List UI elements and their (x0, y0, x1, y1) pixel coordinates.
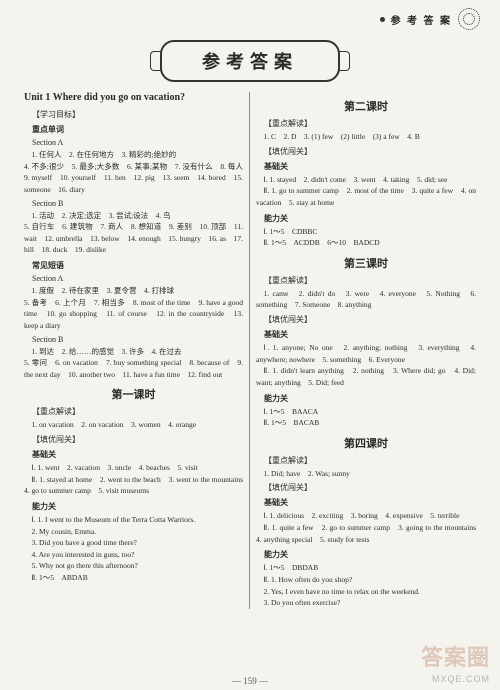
unit-title: Unit 1 Where did you go on vacation? (24, 92, 243, 103)
best-pass: 【填优闯关】 (256, 314, 476, 325)
text-line: 1. 活动 2. 决定;选定 3. 尝试;设法 4. 鸟 (24, 210, 243, 222)
lesson-title: 第二课时 (256, 98, 476, 114)
key-read: 【重点解读】 (256, 275, 476, 286)
watermark-sub: MXQE.COM (432, 674, 490, 684)
right-column: 第二课时 【重点解读】 1. C 2. D 3. (1) few (2) lit… (250, 92, 482, 609)
key-words-label: 重点单词 (24, 124, 243, 135)
section-a-label: Section A (24, 138, 243, 147)
text-line: Ⅰ. 1～5 BAACA (256, 406, 476, 418)
ornament-icon (458, 8, 480, 30)
text-line: Ⅰ. 1. went 2. vacation 3. uncle 4. beach… (24, 462, 243, 474)
text-line: 1. came 2. didn't do 3. were 4. everyone… (256, 288, 476, 311)
text-line: 1. 度假 2. 待在家里 3. 夏令营 4. 打排球 (24, 285, 243, 297)
text-line: 4. Are you interested in guns, too? (24, 549, 243, 561)
header-label: 参 考 答 案 (391, 12, 453, 27)
content-columns: Unit 1 Where did you go on vacation? 【学习… (0, 92, 500, 609)
key-read: 【重点解读】 (256, 118, 476, 129)
watermark: 答案圈 (421, 640, 490, 672)
text-line: 5. 自行车 6. 建筑物 7. 商人 8. 想知道 9. 差别 10. 顶部 … (24, 221, 243, 256)
bullet-icon (380, 17, 385, 22)
base-label: 基础关 (24, 449, 243, 460)
text-line: Ⅰ. 1. I went to the Museum of the Terra … (24, 514, 243, 526)
section-b-label: Section B (24, 199, 243, 208)
text-line: 1. Did; have 2. Was; sunny (256, 468, 476, 480)
text-line: Ⅱ. 1. quite a few 2. go to summer camp 3… (256, 522, 476, 545)
text-line: Ⅱ. 1. didn't learn anything 2. nothing 3… (256, 365, 476, 388)
text-line: 4. 不多;很少 5. 最多;大多数 6. 某事;某物 7. 没有什么 8. 每… (24, 161, 243, 196)
lesson-title: 第四课时 (256, 435, 476, 451)
base-label: 基础关 (256, 161, 476, 172)
key-read: 【重点解读】 (256, 455, 476, 466)
text-line: Ⅰ. 1. stayed 2. didn't come 3. went 4. t… (256, 174, 476, 186)
header-row: 参 考 答 案 (0, 0, 500, 34)
study-goal: 【学习目标】 (24, 109, 243, 120)
title-banner: 参考答案 (160, 40, 340, 82)
base-label: 基础关 (256, 497, 476, 508)
text-line: Ⅱ. 1. go to summer camp 2. most of the t… (256, 185, 476, 208)
text-line: 3. Did you have a good time there? (24, 537, 243, 549)
best-pass: 【填优闯关】 (24, 434, 243, 445)
text-line: Ⅱ. 1～5 ACDDB 6～10 BADCD (256, 237, 476, 249)
text-line: 2. My cousin, Emma. (24, 526, 243, 538)
lesson-title: 第三课时 (256, 255, 476, 271)
phrases-label: 常见短语 (24, 260, 243, 271)
text-line: Ⅱ. 1. How often do you shop? (256, 574, 476, 586)
best-pass: 【填优闯关】 (256, 146, 476, 157)
text-line: 1. on vacation 2. on vacation 3. women 4… (24, 419, 243, 431)
base-label: 基础关 (256, 329, 476, 340)
text-line: Ⅰ. 1. delicious 2. exciting 3. boring 4.… (256, 510, 476, 522)
text-line: Ⅰ. 1～5 DBDAB (256, 562, 476, 574)
page-number: — 159 — (0, 676, 500, 686)
text-line: 5. Why not go there this afternoon? (24, 560, 243, 572)
section-a-label: Section A (24, 274, 243, 283)
lesson-title: 第一课时 (24, 386, 243, 402)
ability-label: 能力关 (256, 213, 476, 224)
text-line: 1. C 2. D 3. (1) few (2) little (3) a fe… (256, 131, 476, 143)
text-line: Ⅰ. 1～5 CDBBC (256, 226, 476, 238)
text-line: 1. 到达 2. 给……的感觉 3. 许多 4. 在过去 (24, 346, 243, 358)
best-pass: 【填优闯关】 (256, 482, 476, 493)
text-line: 5. 备考 6. 上个月 7. 相当多 8. most of the time … (24, 297, 243, 332)
ability-label: 能力关 (24, 501, 243, 512)
ability-label: 能力关 (256, 393, 476, 404)
text-line: Ⅱ. 1～5 ABDAB (24, 572, 243, 584)
left-column: Unit 1 Where did you go on vacation? 【学习… (18, 92, 250, 609)
ability-label: 能力关 (256, 549, 476, 560)
text-line: 3. Do you often exercise? (256, 597, 476, 609)
text-line: 5. 零问 6. on vacation 7. buy something sp… (24, 357, 243, 380)
key-read: 【重点解读】 (24, 406, 243, 417)
text-line: Ⅰ. 1. anyone; No one 2. anything; nothin… (256, 342, 476, 365)
text-line: Ⅱ. 1～5 BACAB (256, 417, 476, 429)
text-line: 2. Yes, I even have no time to relax on … (256, 586, 476, 598)
section-b-label: Section B (24, 335, 243, 344)
title-text: 参考答案 (202, 52, 298, 72)
text-line: Ⅱ. 1. stayed at home 2. went to the beac… (24, 474, 243, 497)
text-line: 1. 任何人 2. 在任何地方 3. 精彩的;绝妙的 (24, 149, 243, 161)
